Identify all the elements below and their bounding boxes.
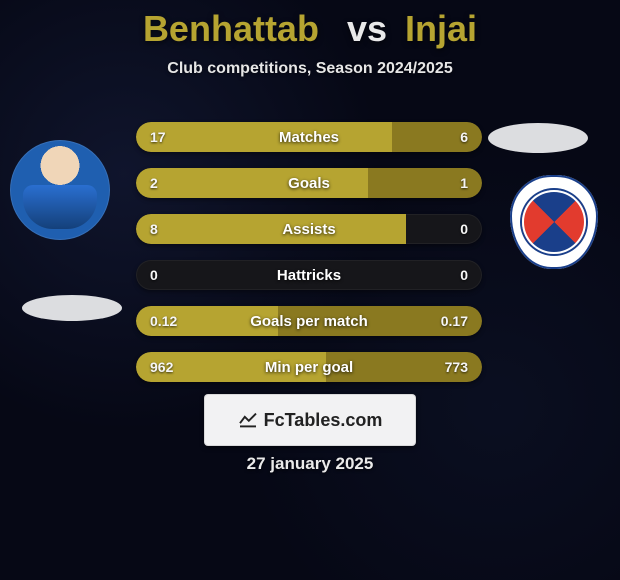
club-logo-inner xyxy=(522,190,586,254)
brand-icon xyxy=(238,412,258,428)
player-left-avatar xyxy=(10,140,110,240)
subtitle: Club competitions, Season 2024/2025 xyxy=(0,60,620,78)
title-player-left: Benhattab xyxy=(143,8,319,49)
stat-row: 00Hattricks xyxy=(136,260,482,290)
brand-badge: FcTables.com xyxy=(204,394,416,446)
stat-label: Matches xyxy=(136,122,482,152)
title-vs: vs xyxy=(347,8,387,49)
title-player-right: Injai xyxy=(405,8,477,49)
stat-label: Goals xyxy=(136,168,482,198)
player-left-country-chip xyxy=(22,295,122,321)
player-right-country-chip xyxy=(488,123,588,153)
stat-label: Assists xyxy=(136,214,482,244)
stat-label: Hattricks xyxy=(136,260,482,290)
page-title: Benhattab vs Injai xyxy=(0,0,620,50)
date-label: 27 january 2025 xyxy=(0,454,620,474)
stat-row: 962773Min per goal xyxy=(136,352,482,382)
stat-label: Goals per match xyxy=(136,306,482,336)
brand-text: FcTables.com xyxy=(264,410,383,431)
player-right-club-logo xyxy=(510,175,598,269)
stat-row: 176Matches xyxy=(136,122,482,152)
stats-panel: 176Matches 21Goals 80Assists 00Hattricks 0.1… xyxy=(136,122,482,398)
stat-label: Min per goal xyxy=(136,352,482,382)
stat-row: 80Assists xyxy=(136,214,482,244)
stat-row: 0.120.17Goals per match xyxy=(136,306,482,336)
stat-row: 21Goals xyxy=(136,168,482,198)
